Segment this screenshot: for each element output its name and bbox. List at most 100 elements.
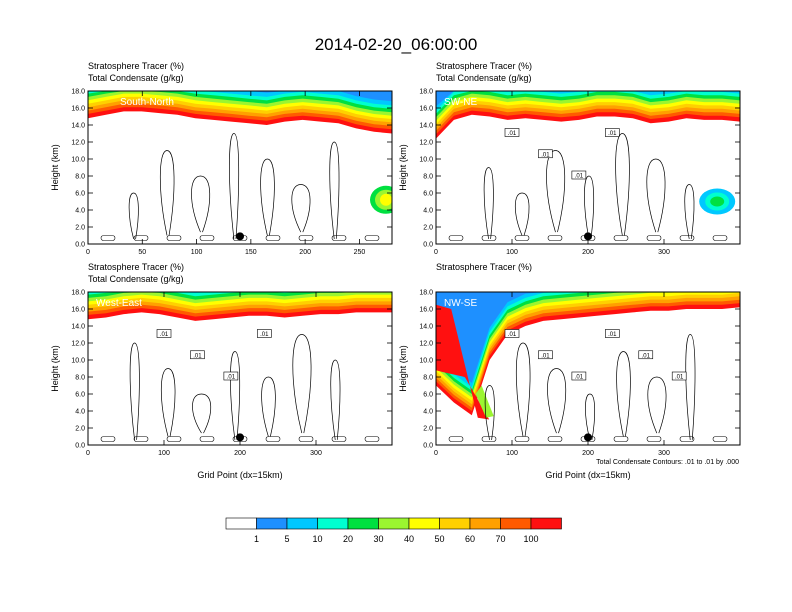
condensate-contour: [364, 235, 380, 241]
y-tick-label: 14.0: [419, 123, 433, 130]
condensate-contour: [329, 141, 340, 239]
y-tick-label: 8.0: [75, 174, 85, 181]
contour-label-box: [257, 329, 272, 338]
y-tick-label: 6.0: [75, 392, 85, 399]
colorbar-cell: [286, 517, 318, 530]
condensate-contour: [483, 167, 494, 239]
condensate-contour: [484, 385, 495, 440]
contour-note: Total Condensate Contours: .01 to .01 by…: [596, 459, 739, 466]
condensate-contour: [298, 235, 314, 241]
y-tick-label: 18.0: [71, 89, 85, 96]
y-tick-label: 14.0: [71, 123, 85, 130]
tracer-band: [436, 91, 740, 114]
colorbar-cell: [256, 517, 288, 530]
condensate-contour: [291, 184, 311, 233]
colorbar-label: 20: [343, 534, 353, 544]
contour-label-box: [504, 128, 520, 137]
condensate-contour: [298, 436, 314, 442]
condensate-contour: [646, 436, 662, 442]
contour-value-label: .01: [160, 332, 169, 338]
condensate-contour: [616, 351, 631, 437]
condensate-contour: [229, 133, 240, 239]
colorbar-label: 30: [373, 534, 383, 544]
condensate-contour: [514, 235, 530, 241]
y-tick-label: 10.0: [71, 157, 85, 164]
panel-south-north: 0.0 2.0 4.0 6.0 8.0 10.0 12.0 14.0 16.0 18.0 0 50 10…: [50, 61, 393, 256]
x-tick-label: 300: [658, 249, 670, 256]
y-tick-label: 10.0: [71, 358, 85, 365]
y-tick-label: 4.0: [423, 208, 433, 215]
colorbar-label: 5: [284, 534, 289, 544]
colorbar: 1 5 10 20 30 40 50 60 70 100: [225, 517, 562, 544]
condensate-contour: [129, 342, 140, 440]
y-tick-label: 12.0: [71, 341, 85, 348]
y-axis-label: Height (km): [398, 345, 408, 392]
condensate-contour: [199, 235, 215, 241]
y-tick-label: 0.0: [75, 242, 85, 249]
contour-label: Total Condensate (g/kg): [88, 274, 184, 284]
x-tick-label: 100: [506, 450, 518, 457]
x-tick-label: 0: [434, 450, 438, 457]
panel-west-east: .01 .01 .01 .01 0.0 2.0 4.0 6.0 8.0 10.0 12.0 14.0 1…: [50, 262, 393, 480]
condensate-contour: [613, 235, 629, 241]
x-tick-label: 0: [434, 249, 438, 256]
contour-label: Total Condensate (g/kg): [88, 73, 184, 83]
y-tick-label: 18.0: [419, 89, 433, 96]
x-tick-label: 0: [86, 249, 90, 256]
colorbar-cell: [225, 517, 257, 530]
panel-name: NW-SE: [444, 298, 477, 309]
y-tick-label: 2.0: [75, 426, 85, 433]
condensate-contour: [514, 192, 530, 236]
y-tick-label: 6.0: [423, 392, 433, 399]
condensate-contour: [514, 436, 530, 442]
condensate-contour: [615, 133, 630, 236]
field-label: Stratosphere Tracer (%): [436, 262, 532, 272]
condensate-contour: [265, 436, 281, 442]
tracer-blob: [710, 196, 725, 207]
colorbar-label: 50: [434, 534, 444, 544]
condensate-contour: [100, 436, 116, 442]
tracer-intrusion: [436, 304, 490, 420]
colorbar-cell: [317, 517, 349, 530]
condensate-contour: [191, 175, 211, 233]
contour-value-label: .01: [541, 353, 550, 359]
condensate-contour: [128, 192, 139, 239]
field-label: Stratosphere Tracer (%): [88, 262, 184, 272]
condensate-contour: [330, 359, 341, 440]
contour-value-label: .01: [575, 174, 584, 180]
y-tick-label: 8.0: [423, 174, 433, 181]
y-tick-label: 12.0: [419, 341, 433, 348]
panel-name: West-East: [96, 298, 142, 309]
y-axis-label: Height (km): [50, 345, 60, 392]
colorbar-cell: [469, 517, 501, 530]
x-axis-label: Grid Point (dx=15km): [197, 470, 282, 480]
condensate-contour: [584, 175, 595, 239]
y-tick-label: 2.0: [423, 426, 433, 433]
contour-value-label: .01: [608, 332, 617, 338]
y-tick-label: 4.0: [75, 208, 85, 215]
location-marker: [584, 433, 592, 442]
y-tick-label: 16.0: [71, 106, 85, 113]
contour-label-box: [605, 329, 620, 338]
x-tick-label: 50: [138, 249, 146, 256]
y-tick-label: 16.0: [419, 106, 433, 113]
contour-value-label: .01: [608, 131, 617, 137]
condensate-contour: [547, 368, 567, 434]
contour-value-label: .01: [260, 332, 269, 338]
contour-value-label: .01: [642, 353, 651, 359]
field-label: Stratosphere Tracer (%): [436, 61, 532, 71]
contour-value-label: .01: [675, 375, 684, 381]
plot-area: .01 .01 .01 .01: [436, 91, 740, 244]
contour-label-box: [190, 350, 205, 360]
condensate-contour: [331, 235, 347, 241]
condensate-contour: [292, 334, 312, 434]
contour-label-box: [223, 371, 239, 381]
y-tick-label: 12.0: [71, 140, 85, 147]
y-tick-label: 14.0: [71, 324, 85, 331]
y-tick-label: 2.0: [75, 225, 85, 232]
condensate-contour: [166, 436, 182, 442]
plot-area: [88, 91, 392, 244]
colorbar-cell: [439, 517, 471, 530]
contour-label-box: [571, 170, 587, 180]
condensate-contour: [613, 436, 629, 442]
